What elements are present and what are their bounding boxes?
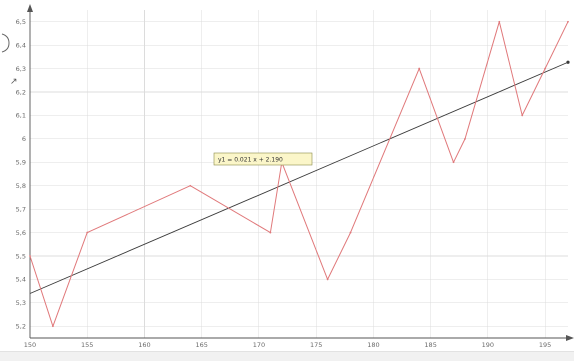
y-tick-label: 6,1 [16,112,26,120]
x-tick-label: 190 [482,341,494,349]
series-point [567,20,569,23]
series-line [29,21,569,327]
left-edge-markers: ↗ [1,33,18,87]
y-tick-label: 5,4 [16,276,26,284]
y-tick-label: 5,6 [16,229,26,237]
trendline-layer [29,60,570,294]
x-axis-arrow-icon [566,335,574,341]
series-point [29,255,31,257]
series-point [326,278,329,281]
y-tick-labels: 5,2 5,3 5,4 5,5 5,6 5,7 5,8 5,9 6 6,1 6,2 6,3 6,4 6,5 [16,18,26,331]
y-tick-label: 5,2 [16,323,26,331]
x-tick-label: 180 [367,341,379,349]
series-point [86,231,89,234]
x-tick-label: 185 [424,341,436,349]
y-tick-label: 5,7 [16,205,26,213]
series-point [269,231,272,234]
corner-bracket-icon [1,33,10,53]
trendline-equation-label: y1 = 0.021 x + 2.190 [218,157,283,164]
y-tick-label: 6,3 [16,65,26,73]
y-tick-label: 5,8 [16,182,26,190]
series-point [464,137,466,140]
trendline [29,61,569,294]
y-tick-label: 5,5 [16,252,26,260]
y-tick-label: 6,2 [16,88,26,96]
x-tick-label: 165 [195,341,207,349]
x-tick-label: 150 [24,341,36,349]
series-layer [29,20,569,328]
y-tick-label: 6 [22,135,26,143]
x-tick-label: 170 [253,341,265,349]
series-point [544,67,547,70]
x-tick-label: 155 [81,341,93,349]
series-point [498,20,501,23]
x-tick-labels: 150 155 160 165 170 175 180 185 190 195 [24,341,552,349]
status-strip [0,351,574,361]
axes [27,4,574,341]
series-point [349,231,352,234]
series-point [521,114,524,117]
y-tick-label: 5,9 [16,159,26,167]
series-point [51,325,54,328]
x-tick-label: 160 [138,341,150,349]
equation-box-background [213,152,313,166]
y-tick-label: 6,4 [16,41,26,49]
series-point [418,67,421,70]
trendline-end-point [566,60,570,64]
series-point [452,161,455,164]
arrow-marker-icon: ↗ [10,77,18,87]
series-point [189,184,192,187]
y-tick-label: 5,3 [16,299,26,307]
y-axis-arrow-icon [27,4,33,12]
trendline-equation-box: y1 = 0.021 x + 2.190 [213,152,313,166]
x-tick-label: 195 [539,341,551,349]
gridlines [29,10,568,338]
y-tick-label: 6,5 [16,18,26,26]
x-tick-label: 175 [310,341,322,349]
